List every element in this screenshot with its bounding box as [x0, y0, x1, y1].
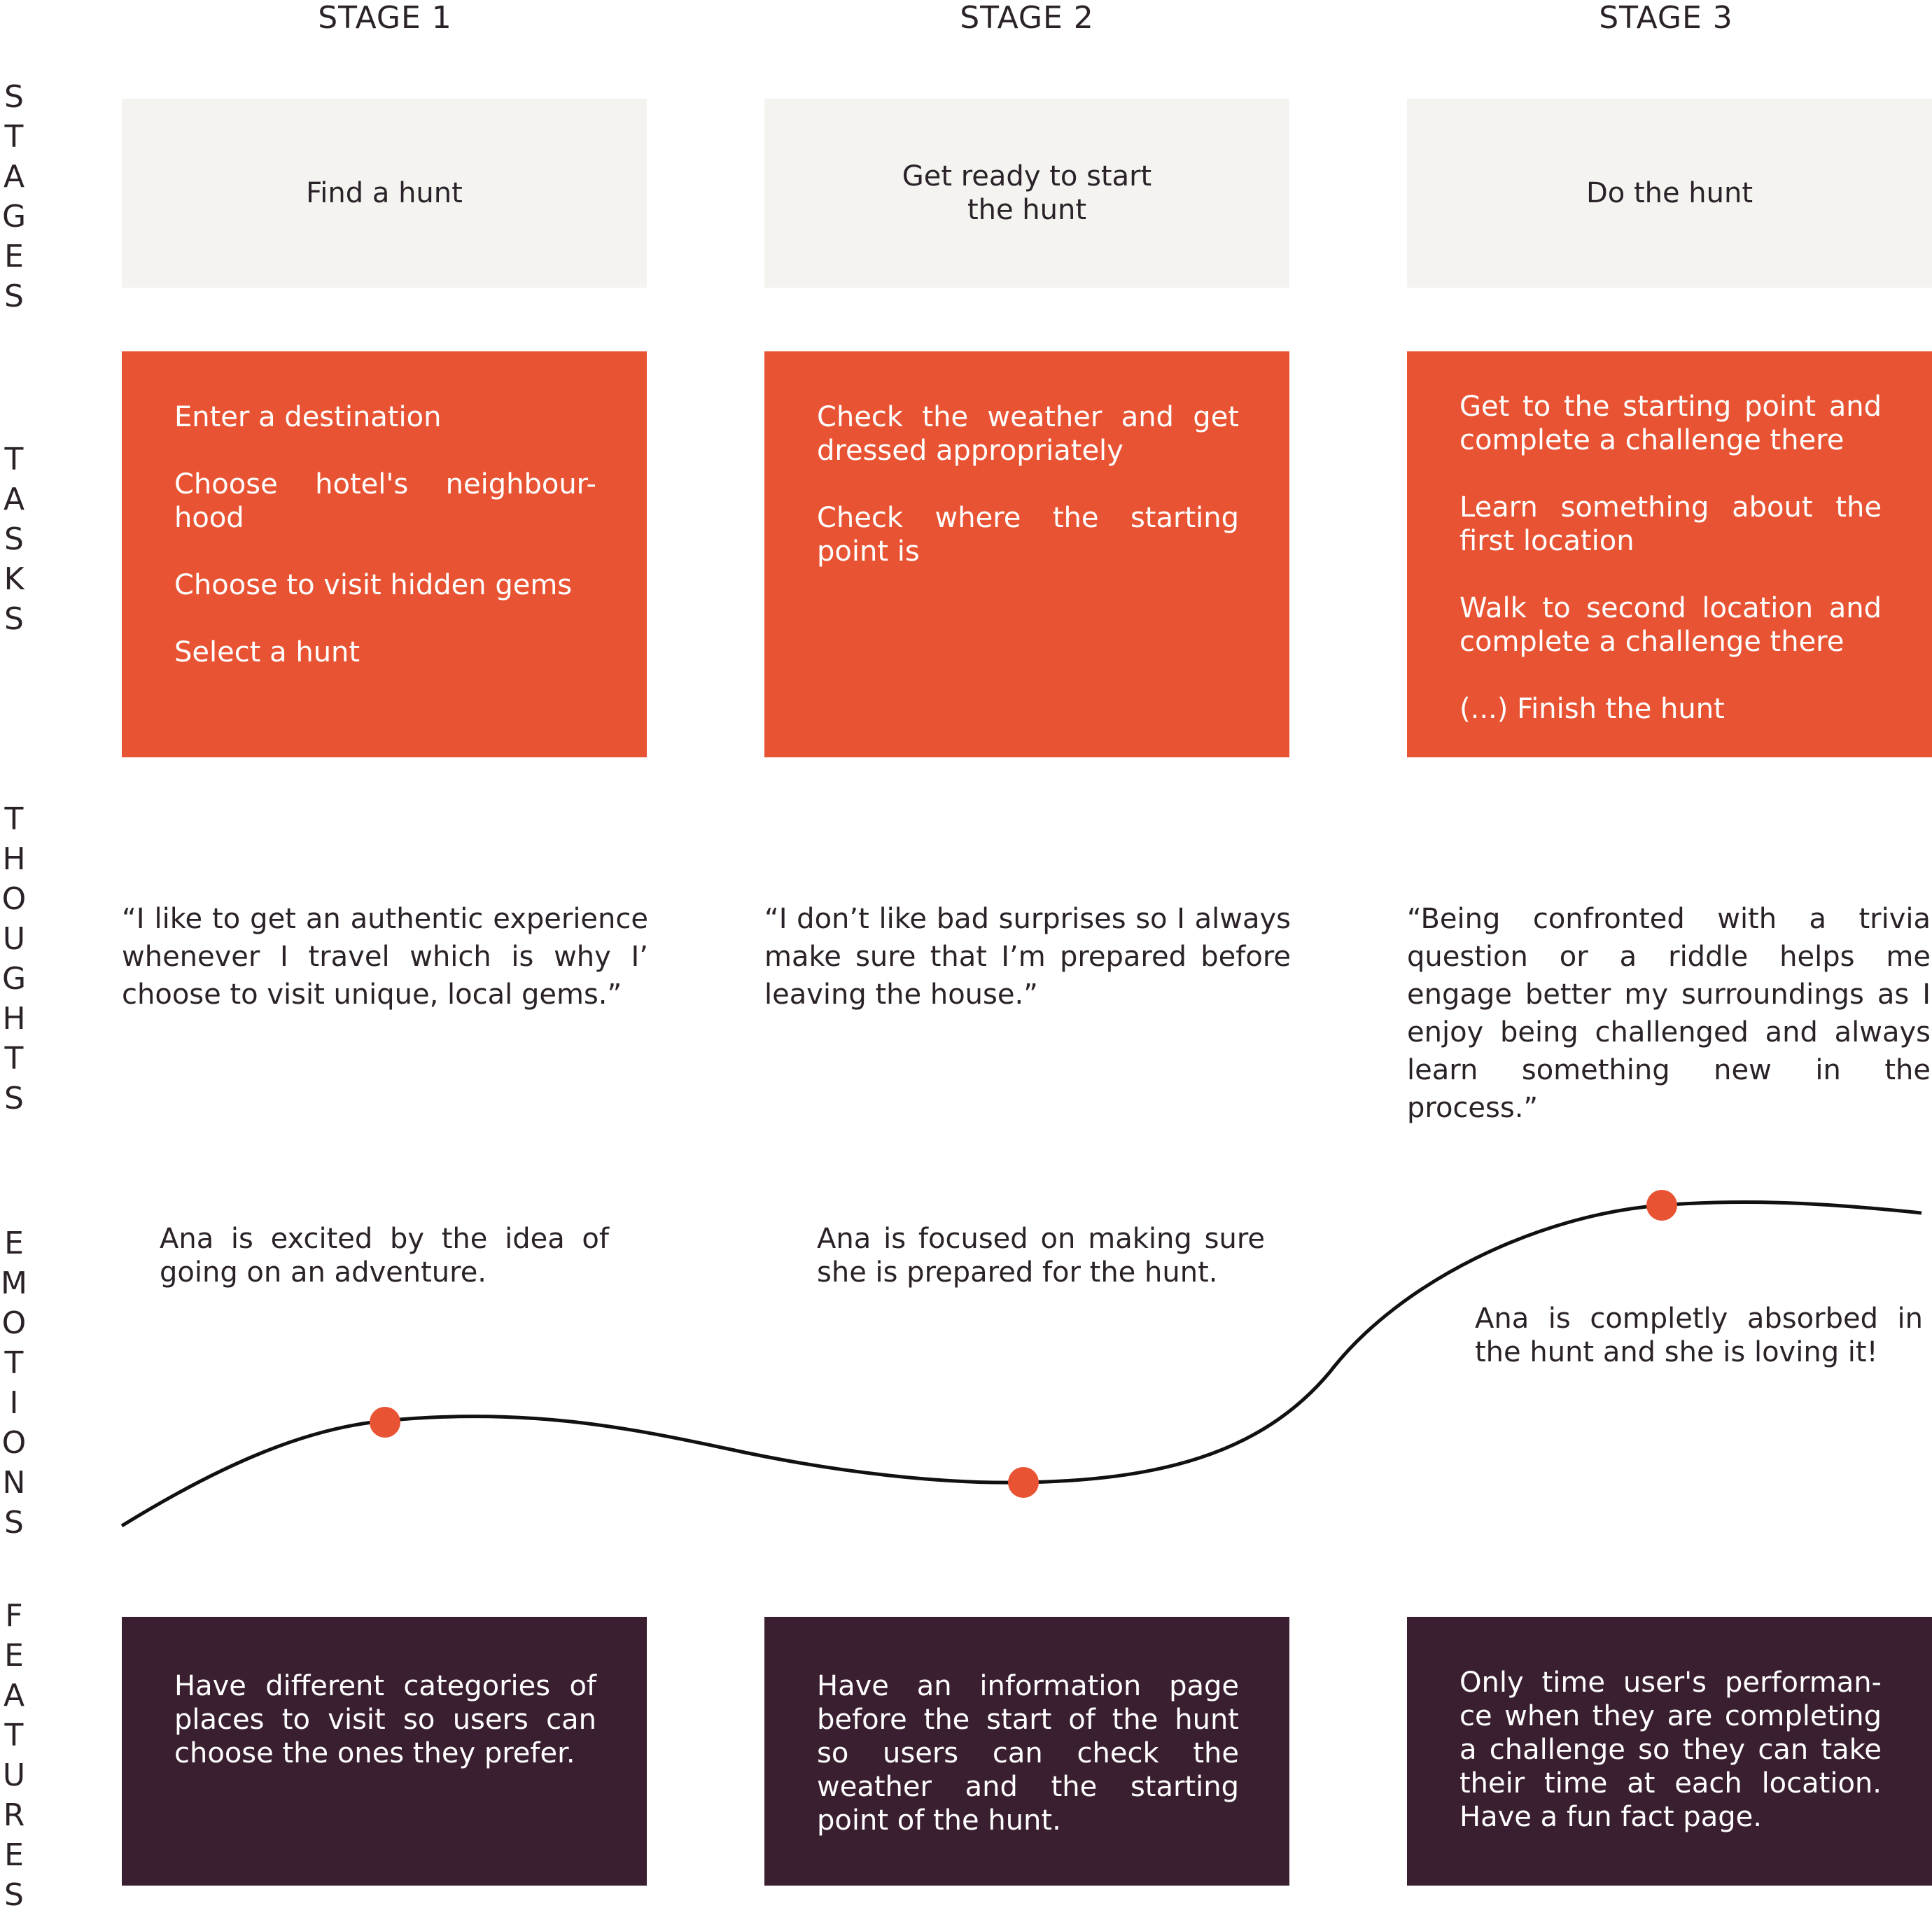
emotion-marker-stage-1 [370, 1407, 400, 1438]
stage-2-feature: Have an information page before the star… [764, 1617, 1289, 1886]
stage-2-tasks: Check the weather and get dressed approp… [764, 351, 1289, 757]
row-label-tasks: T A S K S [3, 442, 25, 637]
stage-3-box: Do the hunt [1407, 99, 1932, 288]
stage-2-box: Get ready to start the hunt [764, 99, 1289, 288]
feature-text: Have different categories of places to v… [174, 1670, 596, 1769]
task-item: Get to the starting point and complete a… [1460, 391, 1882, 456]
task-item: Check where the starting point is [817, 502, 1239, 568]
stage-3-feature: Only time user's performan-ce when they … [1407, 1617, 1932, 1886]
emotion-marker-stage-2 [1008, 1467, 1039, 1498]
stage-1-tasks: Enter a destination Choose hotel's neigh… [122, 351, 647, 757]
row-label-stages: S T A G E S [1, 79, 27, 314]
stage-1-title: Find a hunt [306, 177, 463, 209]
row-label-emotions: E M O T I O N S [1, 1226, 27, 1541]
task-item: Check the weather and get dressed approp… [817, 401, 1239, 467]
stage-1-feature: Have different categories of places to v… [122, 1617, 647, 1886]
task-item: (...) Finish the hunt [1460, 693, 1725, 725]
feature-text: Only time user's performan-ce when they … [1460, 1667, 1882, 1833]
stage-3-header: STAGE 3 [1599, 0, 1733, 36]
stage-3-thought: “Being confronted with a trivia question… [1407, 903, 1931, 1124]
stage-1-header: STAGE 1 [318, 0, 452, 36]
row-label-features: F E A T U R E S [2, 1598, 26, 1913]
task-item: Learn something about the first location [1460, 491, 1882, 557]
stage-2-header: STAGE 2 [960, 0, 1094, 36]
task-item: Enter a destination [174, 401, 442, 433]
stage-1-emotion: Ana is excited by the idea of going on a… [160, 1223, 609, 1289]
feature-text: Have an information page before the star… [817, 1670, 1239, 1837]
task-item: Choose hotel's neighbour-hood [174, 468, 596, 534]
stage-2-thought: “I don’t like bad surprises so I always … [764, 903, 1291, 1011]
row-label-thoughts: T H O U G H T S [1, 801, 27, 1116]
emotion-marker-stage-3 [1646, 1190, 1677, 1221]
task-item: Select a hunt [174, 636, 360, 668]
stage-3-emotion: Ana is completly absorbed in the hunt an… [1475, 1303, 1923, 1368]
stage-1-box: Find a hunt [122, 99, 647, 288]
stage-2-emotion: Ana is focused on making sure she is pre… [817, 1223, 1265, 1289]
stage-1-thought: “I like to get an authentic experience w… [122, 903, 648, 1011]
stage-3-tasks: Get to the starting point and complete a… [1407, 351, 1932, 757]
stage-3-title: Do the hunt [1586, 177, 1754, 209]
stage-2-title: Get ready to start the hunt [902, 160, 1152, 226]
task-item: Choose to visit hidden gems [174, 569, 573, 601]
task-item: Walk to second location and complete a c… [1460, 592, 1882, 658]
